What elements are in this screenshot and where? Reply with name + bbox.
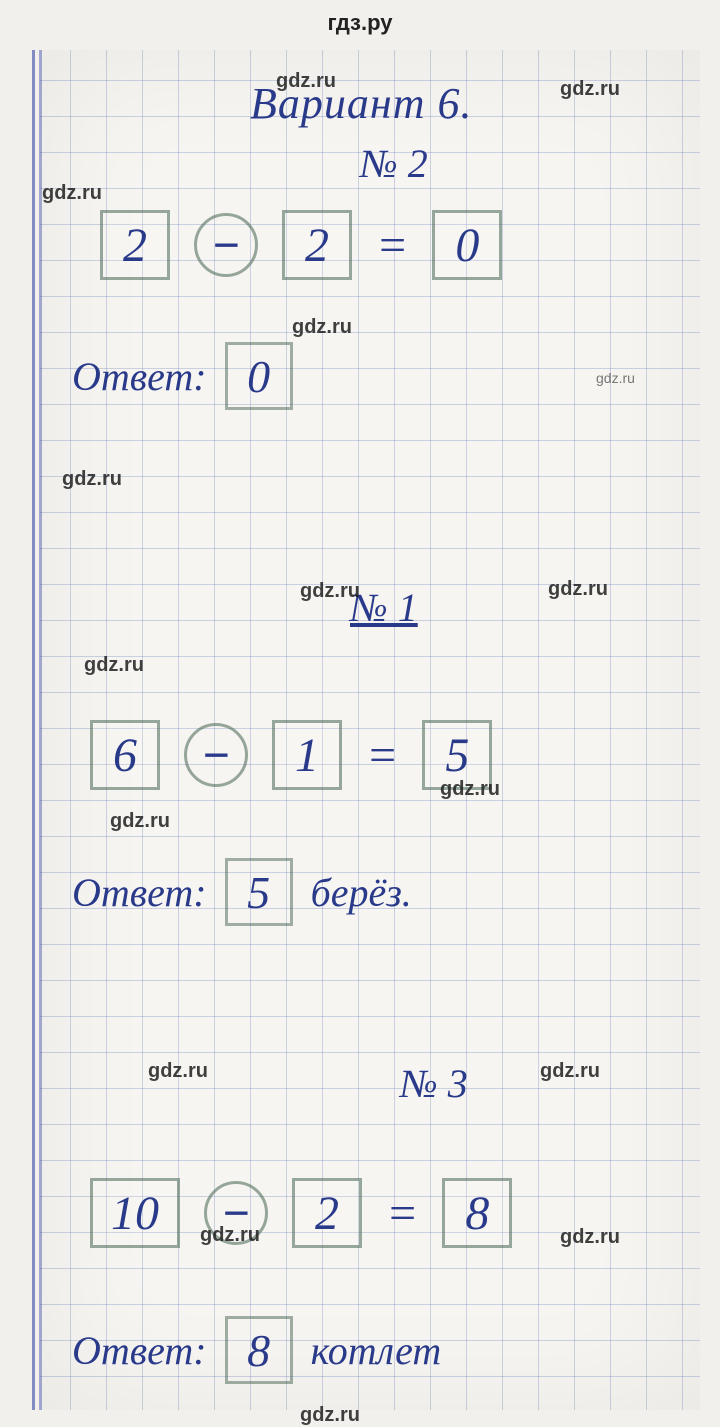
equation-row: 2 − 2 = 0 (100, 210, 502, 280)
problem-number: № 1 (350, 584, 418, 631)
answer-unit: берёз. (311, 869, 412, 916)
operand-box: 2 (292, 1178, 362, 1248)
answer-label: Ответ: (72, 1327, 207, 1374)
operand-box: 10 (90, 1178, 180, 1248)
operand-box: 1 (272, 720, 342, 790)
answer-row: Ответ: 0 (72, 342, 311, 410)
operand-box: 6 (90, 720, 160, 790)
answer-row: Ответ: 8 котлет (72, 1316, 441, 1384)
answer-row: Ответ: 5 берёз. (72, 858, 412, 926)
equation-row: 10 − 2 = 8 (90, 1178, 512, 1248)
variant-title: Вариант 6. (250, 78, 472, 129)
answer-box: 5 (225, 858, 293, 926)
problem-number: № 2 (360, 140, 428, 187)
operator-circle: − (204, 1181, 268, 1245)
answer-box: 8 (225, 1316, 293, 1384)
equals-sign: = (386, 1186, 418, 1241)
operator-circle: − (184, 723, 248, 787)
answer-box: 0 (225, 342, 293, 410)
operand-box: 2 (100, 210, 170, 280)
operand-box: 2 (282, 210, 352, 280)
page-header: гдз.ру (0, 10, 720, 36)
result-box: 8 (442, 1178, 512, 1248)
equals-sign: = (366, 728, 398, 783)
answer-label: Ответ: (72, 869, 207, 916)
result-box: 0 (432, 210, 502, 280)
answer-unit: котлет (311, 1327, 442, 1374)
left-margin-rule (32, 50, 42, 1410)
operator-circle: − (194, 213, 258, 277)
answer-label: Ответ: (72, 353, 207, 400)
equation-row: 6 − 1 = 5 (90, 720, 492, 790)
equals-sign: = (376, 218, 408, 273)
problem-number: № 3 (400, 1060, 468, 1107)
result-box: 5 (422, 720, 492, 790)
